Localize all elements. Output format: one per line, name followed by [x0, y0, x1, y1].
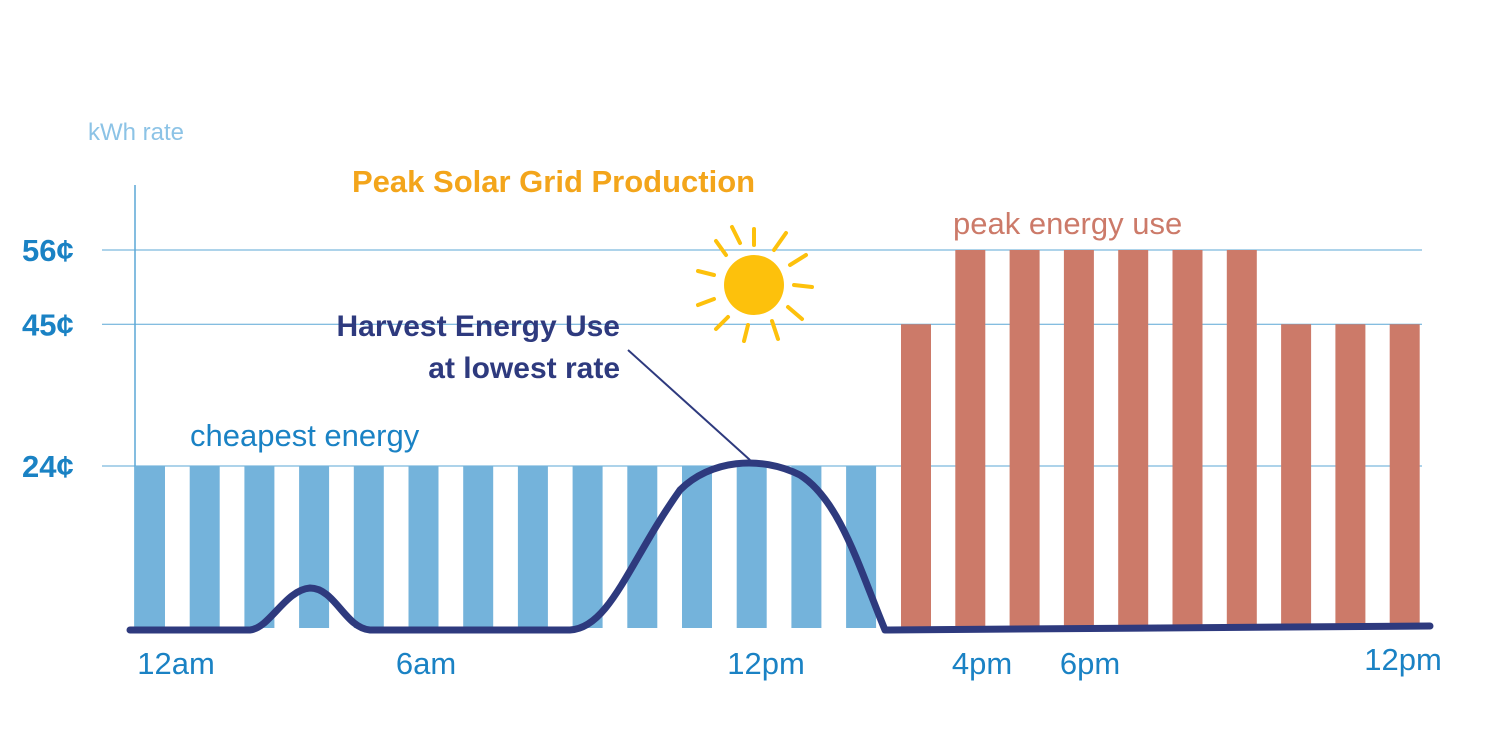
x-tick-label-0: 12am: [137, 646, 215, 681]
annotation-cheapest-energy: cheapest energy: [190, 418, 420, 453]
bar-peak-0: [901, 324, 931, 628]
bar-cheap-11: [736, 466, 767, 628]
y-tick-label-24: 24¢: [22, 449, 74, 484]
x-tick-label-5: 12pm: [1364, 642, 1442, 677]
bar-cheap-1: [189, 466, 220, 628]
bars: [135, 250, 1420, 628]
annotation-pointer-line: [627, 349, 751, 461]
bar-cheap-2: [244, 466, 275, 628]
y-tick-label-45: 45¢: [22, 307, 74, 342]
bar-cheap-5: [408, 466, 439, 628]
y-axis-label-kwh: kWh rate: [88, 119, 184, 146]
y-tick-label-56: 56¢: [22, 233, 74, 268]
harvest-energy-curve: [126, 459, 1434, 634]
bar-cheap-0: [135, 466, 165, 628]
sun-icon: [696, 225, 814, 343]
bar-peak-1: [955, 250, 986, 628]
bar-peak-5: [1172, 250, 1203, 628]
bar-peak-4: [1118, 250, 1149, 628]
x-tick-label-2: 12pm: [727, 646, 805, 681]
x-tick-label-4: 6pm: [1060, 646, 1120, 681]
bar-cheap-8: [572, 466, 603, 628]
annotation-harvest-line2: at lowest rate: [428, 352, 620, 385]
bar-peak-9: [1389, 324, 1420, 628]
bar-cheap-4: [353, 466, 384, 628]
bar-peak-2: [1009, 250, 1040, 628]
bar-peak-6: [1226, 250, 1257, 628]
x-tick-label-3: 4pm: [952, 646, 1012, 681]
chart-title: Peak Solar Grid Production: [352, 164, 755, 199]
bar-cheap-10: [682, 466, 712, 628]
bar-peak-8: [1335, 324, 1366, 628]
bar-cheap-7: [517, 466, 548, 628]
x-tick-labels: 12am 6am 12pm 4pm 6pm 12pm: [137, 642, 1442, 681]
bar-cheap-3: [299, 466, 330, 628]
bar-peak-3: [1063, 250, 1094, 628]
annotation-peak-energy-use: peak energy use: [953, 206, 1182, 241]
annotation-harvest-line1: Harvest Energy Use: [337, 310, 620, 343]
x-tick-label-1: 6am: [396, 646, 456, 681]
bar-cheap-6: [463, 466, 494, 628]
bar-peak-7: [1281, 324, 1312, 628]
